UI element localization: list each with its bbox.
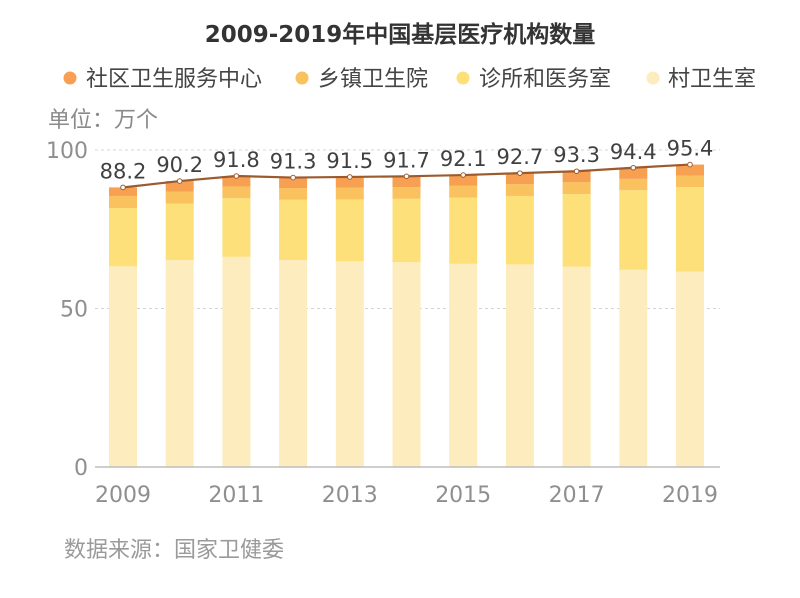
x-tick-label-2009: 2009 <box>95 483 151 508</box>
unit-label: 单位：万个 <box>48 108 158 133</box>
bar-segment-s1-2016 <box>505 184 534 196</box>
bar-segment-s3-2019 <box>676 271 704 467</box>
chart-title: 2009-2019年中国基层医疗机构数量 <box>205 21 596 48</box>
bar-segment-s2-2016 <box>505 195 534 265</box>
data-labels: 88.2 90.2 91.8 91.3 91.5 91.7 92.1 92.7 93.3 94.4… <box>100 137 714 184</box>
bar-segment-s2-2015 <box>449 197 478 264</box>
bar-segment-s0-2013 <box>335 176 364 188</box>
bar-segment-s0-2011 <box>222 175 251 187</box>
total-line <box>120 161 693 191</box>
x-tick-label-2013: 2013 <box>322 483 378 508</box>
legend-label: 社区卫生服务中心 <box>86 67 262 92</box>
y-tick-label-100: 100 <box>46 139 88 164</box>
bar-segment-s3-2010 <box>165 259 194 467</box>
total-point-2014 <box>403 173 410 180</box>
data-label-2011: 91.8 <box>213 148 260 172</box>
bar-segment-s2-2018 <box>619 190 648 270</box>
y-tick-label-50: 50 <box>60 298 88 323</box>
data-label-2018: 94.4 <box>610 140 657 164</box>
bar-segment-s0-2018 <box>619 167 648 179</box>
bar-segment-s3-2016 <box>505 264 534 467</box>
bar-segment-s3-2009 <box>109 266 137 467</box>
total-point-2015 <box>460 172 467 178</box>
bar-segment-s2-2013 <box>335 199 364 262</box>
legend-item-clinic: 诊所和医务室 <box>456 67 611 92</box>
legend-item-village-clinic: 村卫生室 <box>646 67 756 92</box>
bar-segment-s1-2017 <box>562 182 591 195</box>
bar-segment-s0-2019 <box>676 164 704 176</box>
x-tick-label-2019: 2019 <box>662 483 718 508</box>
data-label-2016: 92.7 <box>497 145 544 169</box>
bar-segment-s1-2011 <box>222 186 251 199</box>
legend: 社区卫生服务中心 乡镇卫生院 诊所和医务室 村卫生室 <box>63 67 756 92</box>
bar-segment-s1-2015 <box>449 185 478 198</box>
data-label-2017: 93.3 <box>553 143 600 167</box>
legend-label: 乡镇卫生院 <box>318 67 428 92</box>
x-tick-label-2011: 2011 <box>208 483 264 508</box>
bar-segment-s0-2009 <box>109 187 137 196</box>
total-point-2013 <box>347 174 353 180</box>
bar-segment-s0-2017 <box>562 171 591 183</box>
data-label-2014: 91.7 <box>383 148 430 172</box>
x-axis-ticks: 2009 2011 2013 2015 2017 2019 <box>95 483 718 508</box>
data-label-2012: 91.3 <box>270 150 317 174</box>
legend-swatch <box>646 71 660 85</box>
legend-swatch <box>295 71 309 85</box>
total-point-2012 <box>290 174 296 181</box>
total-point-2019 <box>687 161 693 168</box>
y-tick-label-0: 0 <box>74 456 88 481</box>
data-label-2010: 90.2 <box>156 153 203 177</box>
data-label-2009: 88.2 <box>100 159 147 183</box>
total-point-2018 <box>630 164 637 171</box>
total-point-2010 <box>176 178 183 184</box>
total-point-2016 <box>517 170 523 176</box>
total-point-2009 <box>120 184 126 191</box>
bar-segment-s3-2013 <box>335 261 364 467</box>
legend-label: 诊所和医务室 <box>479 67 611 92</box>
data-label-2015: 92.1 <box>440 147 487 171</box>
bar-segment-s3-2012 <box>279 259 308 467</box>
bar-segment-s2-2014 <box>392 198 421 263</box>
bar-segment-s2-2010 <box>165 203 194 260</box>
bar-segment-s3-2017 <box>562 266 591 467</box>
legend-label: 村卫生室 <box>668 67 756 92</box>
total-point-2017 <box>573 168 580 175</box>
source-note: 数据来源：国家卫健委 <box>64 538 284 563</box>
bar-segment-s1-2014 <box>392 187 421 199</box>
bar-segment-s1-2012 <box>279 188 308 200</box>
bars <box>109 164 704 467</box>
bar-segment-s0-2014 <box>392 176 421 188</box>
bar-segment-s1-2010 <box>165 191 194 204</box>
y-axis-ticks: 0 50 100 <box>46 139 88 481</box>
bar-segment-s2-2011 <box>222 198 251 257</box>
bar-segment-s3-2011 <box>222 256 251 467</box>
bar-segment-s0-2015 <box>449 175 478 186</box>
data-label-2019: 95.4 <box>667 137 714 161</box>
bar-segment-s1-2018 <box>619 178 648 191</box>
bar-segment-s0-2010 <box>165 181 194 192</box>
bar-segment-s3-2015 <box>449 263 478 467</box>
bar-segment-s1-2009 <box>109 195 137 209</box>
legend-item-community-health-center: 社区卫生服务中心 <box>63 67 262 92</box>
bar-segment-s3-2014 <box>392 262 421 467</box>
legend-item-township-health-center: 乡镇卫生院 <box>295 67 428 92</box>
bar-segment-s1-2019 <box>676 175 704 188</box>
data-label-2013: 91.5 <box>326 149 373 173</box>
bar-segment-s0-2012 <box>279 177 308 189</box>
bar-segment-s2-2019 <box>676 187 704 272</box>
x-tick-label-2015: 2015 <box>435 483 491 508</box>
bar-segment-s2-2009 <box>109 208 137 267</box>
bar-segment-s3-2018 <box>619 269 648 467</box>
bar-segment-s2-2012 <box>279 199 308 260</box>
bar-segment-s0-2016 <box>505 173 534 185</box>
bar-segment-s1-2013 <box>335 187 364 200</box>
legend-swatch <box>63 71 77 85</box>
legend-swatch <box>456 71 470 85</box>
bar-segment-s2-2017 <box>562 194 591 267</box>
x-tick-label-2017: 2017 <box>549 483 605 508</box>
total-point-2011 <box>233 173 240 179</box>
